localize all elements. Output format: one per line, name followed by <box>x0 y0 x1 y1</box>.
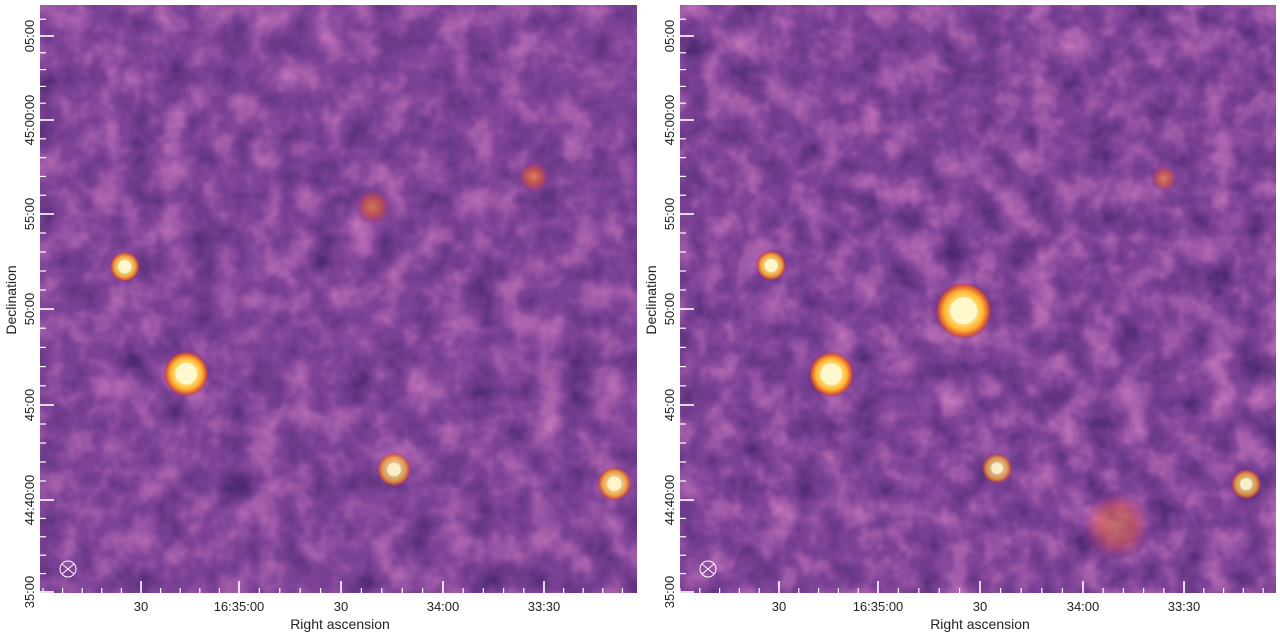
ra-tick-label: 30 <box>772 599 786 614</box>
radio-source-core-right-4 <box>1240 478 1253 491</box>
ra-tick-label: 33:30 <box>528 599 561 614</box>
ra-tick-label: 30 <box>134 599 148 614</box>
y-axis-label-right: Declination <box>643 265 659 334</box>
panel-left: 30 16:35:00 30 34:00 33:30 05:00 45:00:00 55:0… <box>3 5 637 632</box>
x-axis-label-left: Right ascension <box>290 616 390 632</box>
ra-tick-label: 16:35:00 <box>214 599 265 614</box>
radio-source-left-2 <box>356 189 391 224</box>
radio-source-core-left-1 <box>175 362 198 385</box>
dec-tick-label: 50:00 <box>22 293 37 326</box>
dec-tick-label: 35:00 <box>22 576 37 609</box>
radio-source-left-3 <box>518 161 549 192</box>
radio-source-right-5 <box>1150 165 1178 192</box>
dec-tick-label: 45:00:00 <box>662 95 677 146</box>
dec-tick-label: 35:00 <box>662 576 677 609</box>
ra-tick-label: 30 <box>334 599 348 614</box>
dec-tick-label: 55:00 <box>662 198 677 231</box>
ra-tick-label: 33:30 <box>1168 599 1201 614</box>
dec-ticks-left: 05:00 45:00:00 55:00 50:00 45:00 44:40:00 35:0… <box>22 18 54 609</box>
radio-source-core-left-5 <box>607 476 622 491</box>
radio-source-core-left-4 <box>387 462 401 477</box>
dec-tick-label: 44:40:00 <box>22 475 37 526</box>
radio-source-core-left-0 <box>118 260 132 274</box>
dec-tick-label: 50:00 <box>662 293 677 326</box>
dec-tick-label: 44:40:00 <box>662 475 677 526</box>
dec-tick-label: 45:00:00 <box>22 95 37 146</box>
dec-tick-label: 05:00 <box>662 20 677 53</box>
dec-tick-label: 55:00 <box>22 198 37 231</box>
x-axis-label-right: Right ascension <box>930 616 1030 632</box>
sky-image-left <box>40 5 637 593</box>
beam-ellipse-icon <box>699 560 717 578</box>
sources-left <box>109 161 632 501</box>
ra-tick-label: 16:35:00 <box>853 599 904 614</box>
dec-tick-label: 45:00 <box>22 389 37 422</box>
radio-source-right-6 <box>1082 491 1152 560</box>
radio-source-core-right-3 <box>991 462 1004 475</box>
radio-source-core-right-0 <box>764 258 778 273</box>
panel-right: 30 16:35:00 30 34:00 33:30 05:00 45:00:00 55:0… <box>643 5 1276 632</box>
sources-right <box>755 165 1262 560</box>
ra-tick-label: 34:00 <box>427 599 460 614</box>
ra-ticks-right: 30 16:35:00 30 34:00 33:30 <box>679 581 1264 614</box>
ra-ticks-left: 30 16:35:00 30 34:00 33:30 <box>42 581 624 614</box>
dec-tick-label: 05:00 <box>22 20 37 53</box>
dec-ticks-right: 05:00 45:00:00 55:00 50:00 45:00 44:40:00 35:0… <box>662 18 694 609</box>
dec-tick-label: 45:00 <box>662 389 677 422</box>
radio-source-core-right-1 <box>820 363 843 386</box>
radio-source-core-right-2 <box>950 297 978 325</box>
y-axis-label-left: Declination <box>3 265 19 334</box>
ra-tick-label: 34:00 <box>1067 599 1100 614</box>
ra-tick-label: 30 <box>973 599 987 614</box>
beam-ellipse-icon <box>59 560 77 578</box>
